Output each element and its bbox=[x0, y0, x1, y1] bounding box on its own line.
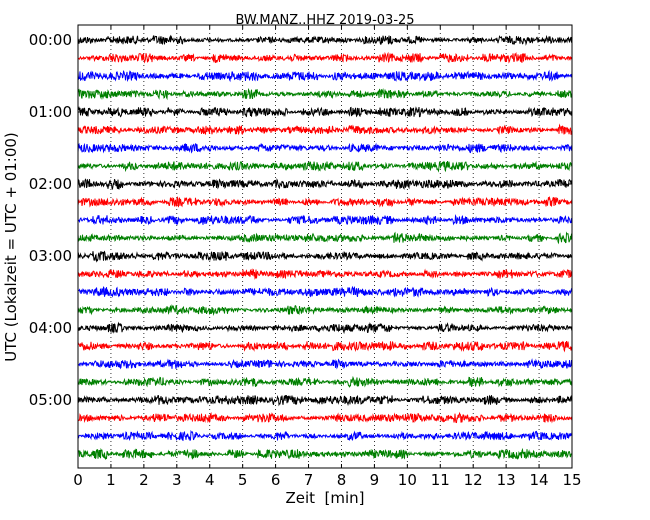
trace-1 bbox=[77, 51, 573, 64]
x-tick-label-11: 11 bbox=[431, 471, 450, 489]
x-tick-label-15: 15 bbox=[562, 471, 581, 489]
x-tick-label-14: 14 bbox=[530, 471, 549, 489]
trace-7 bbox=[77, 160, 573, 173]
plot-frame bbox=[77, 24, 573, 469]
trace-10 bbox=[77, 214, 573, 226]
trace-4 bbox=[77, 106, 573, 118]
x-tick-label-0: 0 bbox=[73, 471, 83, 489]
seismic-traces bbox=[77, 34, 573, 461]
trace-22 bbox=[77, 429, 573, 442]
x-tick-label-12: 12 bbox=[464, 471, 483, 489]
x-tick-label-9: 9 bbox=[370, 471, 380, 489]
y-axis-ticks: 00:00 01:00 02:00 03:00 04:00 05:00 bbox=[29, 31, 572, 409]
chart-title: BW.MANZ..HHZ 2019-03-25 bbox=[235, 13, 414, 28]
trace-19 bbox=[77, 375, 573, 388]
trace-6 bbox=[77, 142, 573, 154]
y-tick-label-0: 00:00 bbox=[29, 31, 72, 49]
x-tick-label-8: 8 bbox=[337, 471, 347, 489]
trace-8 bbox=[77, 178, 573, 191]
y-tick-label-4: 04:00 bbox=[29, 319, 72, 337]
trace-3 bbox=[77, 87, 572, 101]
trace-14 bbox=[77, 285, 573, 298]
x-tick-label-5: 5 bbox=[238, 471, 248, 489]
y-tick-label-1: 01:00 bbox=[29, 103, 72, 121]
x-axis-label: Zeit [min] bbox=[285, 489, 364, 507]
trace-15 bbox=[77, 304, 573, 316]
x-axis-ticks: 0 1 2 3 4 5 6 7 8 9 10 11 12 13 14 15 bbox=[73, 25, 582, 489]
y-tick-label-5: 05:00 bbox=[29, 391, 72, 409]
trace-18 bbox=[77, 358, 573, 370]
y-tick-label-3: 03:00 bbox=[29, 247, 72, 265]
trace-16 bbox=[77, 321, 573, 335]
trace-9 bbox=[77, 195, 573, 208]
trace-11 bbox=[77, 231, 573, 245]
x-tick-label-4: 4 bbox=[205, 471, 215, 489]
trace-17 bbox=[77, 340, 573, 353]
x-tick-label-6: 6 bbox=[271, 471, 281, 489]
trace-13 bbox=[77, 268, 573, 280]
x-tick-label-10: 10 bbox=[398, 471, 417, 489]
trace-5 bbox=[77, 123, 573, 136]
trace-12 bbox=[77, 250, 573, 263]
y-axis-label: UTC (Lokalzeit = UTC + 01:00) bbox=[2, 132, 20, 362]
x-tick-label-13: 13 bbox=[497, 471, 516, 489]
trace-21 bbox=[77, 411, 573, 424]
x-tick-label-3: 3 bbox=[172, 471, 182, 489]
trace-0 bbox=[77, 34, 573, 46]
trace-20 bbox=[77, 394, 573, 407]
trace-2 bbox=[77, 69, 573, 83]
x-tick-label-7: 7 bbox=[304, 471, 314, 489]
y-tick-label-2: 02:00 bbox=[29, 175, 72, 193]
x-tick-label-2: 2 bbox=[139, 471, 149, 489]
x-tick-label-1: 1 bbox=[106, 471, 116, 489]
trace-23 bbox=[77, 447, 573, 461]
